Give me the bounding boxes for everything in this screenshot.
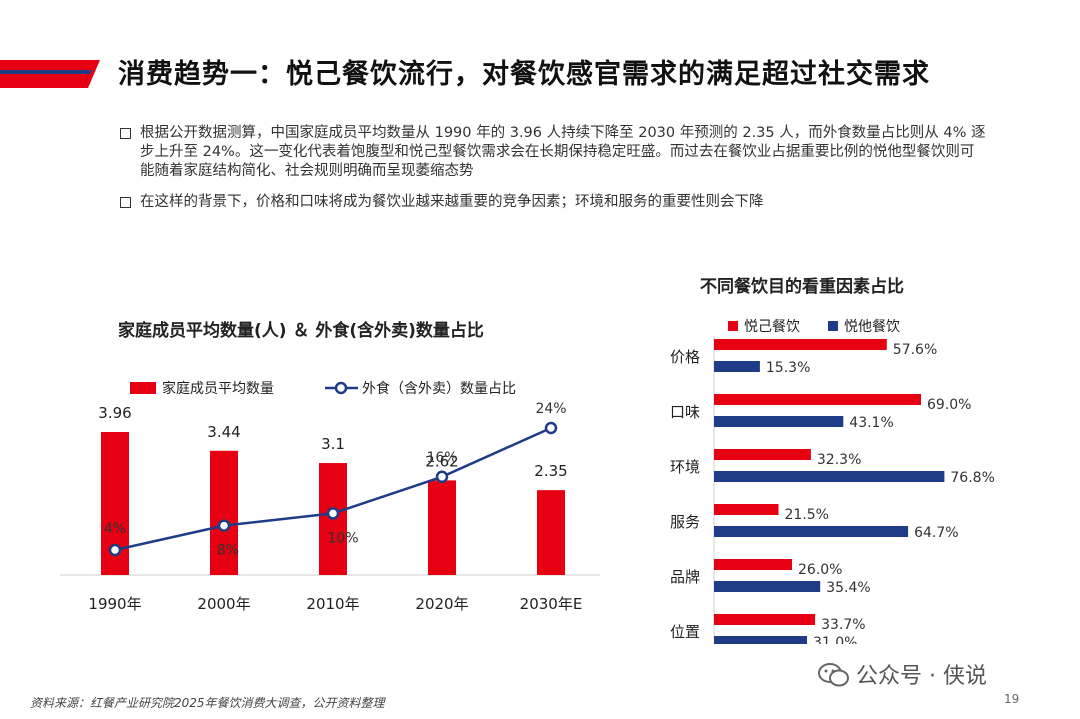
legend-swatch-bar bbox=[130, 382, 156, 394]
y-tick-label: 价格 bbox=[670, 348, 700, 366]
bar-value-label: 21.5% bbox=[785, 507, 829, 523]
right-chart-title: 不同餐饮目的看重因素占比 bbox=[700, 277, 904, 297]
bar-value-label: 76.8% bbox=[950, 470, 994, 486]
page-number: 19 bbox=[1004, 692, 1020, 706]
x-tick-label: 2000年 bbox=[197, 595, 250, 613]
bar-series1 bbox=[714, 504, 779, 515]
bullet-item: 在这样的背景下，价格和口味将成为餐饮业越来越重要的竞争因素；环境和服务的重要性则… bbox=[118, 193, 988, 212]
bar-value-label: 31.0% bbox=[813, 635, 857, 644]
line-value-label: 16% bbox=[426, 450, 457, 466]
legend-label-series1: 悦己餐饮 bbox=[744, 319, 800, 335]
legend-label-bar: 家庭成员平均数量 bbox=[162, 380, 274, 397]
bar-value-label: 3.96 bbox=[98, 404, 131, 422]
legend-swatch-series1 bbox=[728, 321, 738, 331]
bar-value-label: 57.6% bbox=[893, 342, 937, 358]
bar-value-label: 3.1 bbox=[321, 435, 345, 453]
bar-series2 bbox=[714, 471, 945, 482]
line-point bbox=[544, 421, 558, 435]
left-chart: 家庭成员平均数量 外食（含外卖）数量占比 3.96 1990年 3.44 2000年 3.1… bbox=[60, 380, 600, 613]
bullet-text: 根据公开数据测算，中国家庭成员平均数量从 1990 年的 3.96 人持续下降至… bbox=[140, 125, 986, 179]
x-tick-label: 1990年 bbox=[88, 595, 141, 613]
legend-swatch-series2 bbox=[828, 321, 838, 331]
line-point bbox=[108, 543, 122, 557]
bar-value-label: 69.0% bbox=[927, 397, 971, 413]
bar-series2 bbox=[714, 636, 807, 644]
y-tick-label: 品牌 bbox=[670, 568, 700, 586]
legend-label-line: 外食（含外卖）数量占比 bbox=[362, 380, 516, 397]
x-tick-label: 2010年 bbox=[306, 595, 359, 613]
x-tick-label: 2020年 bbox=[415, 595, 468, 613]
bar-series2 bbox=[714, 581, 821, 592]
bar-value-label: 2.35 bbox=[534, 462, 567, 480]
bar bbox=[537, 490, 565, 575]
square-bullet-icon bbox=[120, 128, 131, 139]
bar-value-label: 33.7% bbox=[821, 617, 865, 633]
bar-series1 bbox=[714, 339, 887, 350]
bar-series2 bbox=[714, 526, 909, 537]
line-point bbox=[435, 470, 449, 484]
header-accent-bar bbox=[0, 60, 100, 88]
bar-value-label: 43.1% bbox=[849, 415, 893, 431]
bullet-item: 根据公开数据测算，中国家庭成员平均数量从 1990 年的 3.96 人持续下降至… bbox=[118, 124, 988, 181]
bar-series1 bbox=[714, 394, 921, 405]
wechat-icon bbox=[818, 663, 849, 687]
bar-series1 bbox=[714, 559, 792, 570]
y-tick-label: 口味 bbox=[670, 403, 700, 421]
bar-value-label: 15.3% bbox=[766, 360, 810, 376]
bar-value-label: 26.0% bbox=[798, 562, 842, 578]
y-tick-label: 位置 bbox=[670, 623, 700, 641]
bar-series1 bbox=[714, 449, 811, 460]
bullet-list: 根据公开数据测算，中国家庭成员平均数量从 1990 年的 3.96 人持续下降至… bbox=[118, 124, 988, 224]
y-tick-label: 服务 bbox=[670, 513, 700, 531]
line-value-label: 4% bbox=[104, 521, 126, 537]
bar bbox=[428, 480, 456, 575]
bar-value-label: 2.62 bbox=[425, 452, 458, 470]
square-bullet-icon bbox=[120, 197, 131, 208]
bar bbox=[210, 450, 238, 575]
x-tick-label: 2030年E bbox=[520, 595, 583, 613]
bar-value-label: 64.7% bbox=[914, 525, 958, 541]
bullet-text: 在这样的背景下，价格和口味将成为餐饮业越来越重要的竞争因素；环境和服务的重要性则… bbox=[140, 194, 764, 210]
legend-label-series2: 悦他餐饮 bbox=[844, 319, 900, 335]
bar-series1 bbox=[714, 614, 816, 625]
bar-value-label: 35.4% bbox=[826, 580, 870, 596]
line-value-label: 10% bbox=[327, 530, 358, 546]
brand-label: 公众号 · 侠说 bbox=[856, 664, 987, 689]
bar-value-label: 3.44 bbox=[207, 423, 240, 441]
bar-series2 bbox=[714, 361, 760, 372]
line-point bbox=[326, 507, 340, 520]
legend-marker bbox=[334, 381, 348, 395]
line-value-label: 8% bbox=[217, 543, 239, 559]
bar-series2 bbox=[714, 416, 844, 427]
line-point bbox=[217, 519, 231, 532]
page-title: 消费趋势一：悦己餐饮流行，对餐饮感官需求的满足超过社交需求 bbox=[118, 59, 930, 90]
y-tick-label: 环境 bbox=[670, 458, 700, 476]
source-note: 资料来源：红餐产业研究院2025年餐饮消费大调查，公开资料整理 bbox=[30, 696, 385, 710]
bar-value-label: 32.3% bbox=[817, 452, 861, 468]
left-chart-title: 家庭成员平均数量(人) ＆ 外食(含外卖)数量占比 bbox=[118, 321, 484, 341]
line-value-label: 24% bbox=[535, 401, 566, 417]
